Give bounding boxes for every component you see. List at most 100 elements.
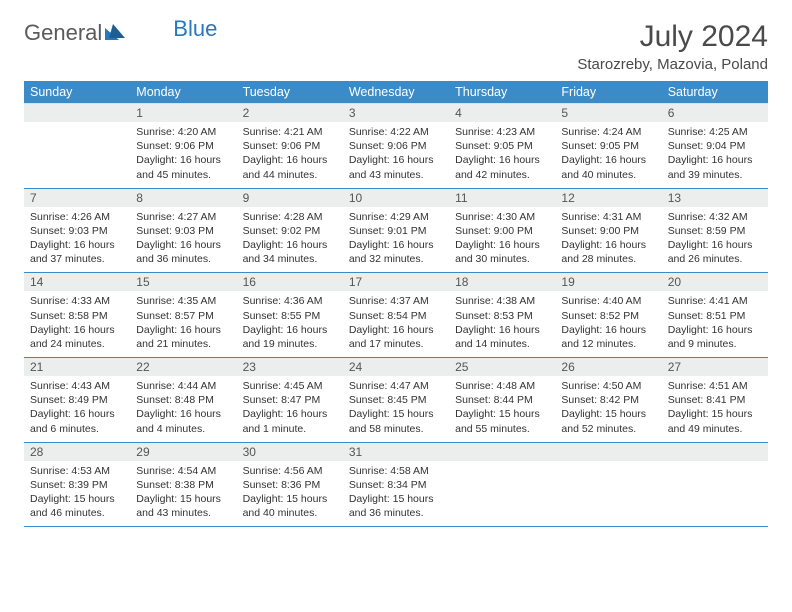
day-info-line: and 42 minutes.	[455, 168, 549, 182]
day-info-line: Sunrise: 4:35 AM	[136, 294, 230, 308]
day-info-line: Sunset: 8:48 PM	[136, 393, 230, 407]
day-body-cell: Sunrise: 4:30 AMSunset: 9:00 PMDaylight:…	[449, 207, 555, 273]
day-number-cell: 2	[237, 104, 343, 123]
day-info-line: Sunset: 8:49 PM	[30, 393, 124, 407]
day-info-line: Sunrise: 4:33 AM	[30, 294, 124, 308]
day-info-line: Sunrise: 4:22 AM	[349, 125, 443, 139]
day-info-line: Sunset: 8:39 PM	[30, 478, 124, 492]
day-body-cell: Sunrise: 4:58 AMSunset: 8:34 PMDaylight:…	[343, 461, 449, 527]
day-info-line: and 12 minutes.	[561, 337, 655, 351]
page-header: General Blue July 2024 Starozreby, Mazov…	[24, 20, 768, 73]
day-body-cell: Sunrise: 4:50 AMSunset: 8:42 PMDaylight:…	[555, 376, 661, 442]
day-info-line: Sunrise: 4:37 AM	[349, 294, 443, 308]
day-body-cell: Sunrise: 4:47 AMSunset: 8:45 PMDaylight:…	[343, 376, 449, 442]
day-number-cell: 21	[24, 358, 130, 377]
day-number-cell: 3	[343, 104, 449, 123]
day-info-line: and 4 minutes.	[136, 422, 230, 436]
logo: General Blue	[24, 20, 217, 46]
day-info-line: Sunset: 8:57 PM	[136, 309, 230, 323]
day-info-line: Daylight: 16 hours	[30, 323, 124, 337]
day-info-line: and 55 minutes.	[455, 422, 549, 436]
day-number-cell: 14	[24, 273, 130, 292]
calendar-page: General Blue July 2024 Starozreby, Mazov…	[0, 0, 792, 547]
day-number-cell: 25	[449, 358, 555, 377]
day-number-cell: 8	[130, 188, 236, 207]
day-number-cell: 7	[24, 188, 130, 207]
day-info-line: Sunset: 8:55 PM	[243, 309, 337, 323]
day-info-line: and 21 minutes.	[136, 337, 230, 351]
day-body-cell: Sunrise: 4:32 AMSunset: 8:59 PMDaylight:…	[662, 207, 768, 273]
day-number-cell	[662, 442, 768, 461]
day-info-line: Daylight: 16 hours	[455, 238, 549, 252]
day-info-line: and 9 minutes.	[668, 337, 762, 351]
day-info-line: Sunset: 8:45 PM	[349, 393, 443, 407]
day-info-line: Sunrise: 4:48 AM	[455, 379, 549, 393]
day-info-line: Sunrise: 4:32 AM	[668, 210, 762, 224]
weekday-wed: Wednesday	[343, 81, 449, 104]
day-info-line: Sunset: 9:05 PM	[561, 139, 655, 153]
day-info-line: Sunset: 9:02 PM	[243, 224, 337, 238]
day-info-line: and 43 minutes.	[349, 168, 443, 182]
day-number-row: 14151617181920	[24, 273, 768, 292]
day-info-line: Sunrise: 4:47 AM	[349, 379, 443, 393]
day-body-cell: Sunrise: 4:33 AMSunset: 8:58 PMDaylight:…	[24, 291, 130, 357]
day-info-line: Sunset: 9:03 PM	[136, 224, 230, 238]
day-info-line: and 34 minutes.	[243, 252, 337, 266]
day-info-line: Daylight: 16 hours	[349, 238, 443, 252]
day-number-cell: 15	[130, 273, 236, 292]
day-info-line: Daylight: 16 hours	[136, 407, 230, 421]
logo-text-2: Blue	[173, 16, 217, 42]
day-number-cell: 5	[555, 104, 661, 123]
day-info-line: and 17 minutes.	[349, 337, 443, 351]
day-number-cell: 29	[130, 442, 236, 461]
weekday-header-row: Sunday Monday Tuesday Wednesday Thursday…	[24, 81, 768, 104]
day-body-cell: Sunrise: 4:25 AMSunset: 9:04 PMDaylight:…	[662, 122, 768, 188]
day-number-cell: 23	[237, 358, 343, 377]
day-info-line: Daylight: 16 hours	[243, 153, 337, 167]
calendar-table: Sunday Monday Tuesday Wednesday Thursday…	[24, 81, 768, 527]
week-separator	[24, 526, 768, 527]
day-number-cell: 28	[24, 442, 130, 461]
title-block: July 2024 Starozreby, Mazovia, Poland	[577, 20, 768, 73]
day-number-cell: 19	[555, 273, 661, 292]
day-body-cell: Sunrise: 4:48 AMSunset: 8:44 PMDaylight:…	[449, 376, 555, 442]
day-number-cell	[449, 442, 555, 461]
day-body-cell: Sunrise: 4:40 AMSunset: 8:52 PMDaylight:…	[555, 291, 661, 357]
day-info-line: and 39 minutes.	[668, 168, 762, 182]
day-number-cell: 16	[237, 273, 343, 292]
day-info-line: Daylight: 15 hours	[668, 407, 762, 421]
day-info-line: Sunrise: 4:51 AM	[668, 379, 762, 393]
day-info-line: Daylight: 16 hours	[668, 238, 762, 252]
day-number-cell	[24, 104, 130, 123]
day-info-line: Sunrise: 4:41 AM	[668, 294, 762, 308]
day-info-line: Sunset: 9:04 PM	[668, 139, 762, 153]
day-info-line: and 24 minutes.	[30, 337, 124, 351]
day-info-line: Daylight: 16 hours	[668, 153, 762, 167]
day-info-line: and 52 minutes.	[561, 422, 655, 436]
day-number-cell: 10	[343, 188, 449, 207]
day-info-line: Sunrise: 4:53 AM	[30, 464, 124, 478]
day-number-cell: 11	[449, 188, 555, 207]
day-info-line: Sunset: 9:00 PM	[561, 224, 655, 238]
day-number-cell	[555, 442, 661, 461]
day-info-line: Sunset: 9:03 PM	[30, 224, 124, 238]
day-info-line: Daylight: 15 hours	[349, 492, 443, 506]
day-info-line: Daylight: 16 hours	[30, 407, 124, 421]
weekday-sat: Saturday	[662, 81, 768, 104]
day-number-cell: 18	[449, 273, 555, 292]
day-info-line: Daylight: 16 hours	[349, 323, 443, 337]
day-body-cell: Sunrise: 4:31 AMSunset: 9:00 PMDaylight:…	[555, 207, 661, 273]
day-info-line: Sunset: 9:06 PM	[243, 139, 337, 153]
day-number-cell: 22	[130, 358, 236, 377]
day-body-cell	[662, 461, 768, 527]
day-info-line: Sunset: 9:06 PM	[349, 139, 443, 153]
day-info-line: Daylight: 15 hours	[30, 492, 124, 506]
day-info-line: Daylight: 16 hours	[561, 153, 655, 167]
day-info-line: Sunrise: 4:25 AM	[668, 125, 762, 139]
day-body-cell: Sunrise: 4:23 AMSunset: 9:05 PMDaylight:…	[449, 122, 555, 188]
day-body-cell: Sunrise: 4:28 AMSunset: 9:02 PMDaylight:…	[237, 207, 343, 273]
day-info-line: Sunrise: 4:44 AM	[136, 379, 230, 393]
day-number-row: 28293031	[24, 442, 768, 461]
day-info-line: Daylight: 16 hours	[243, 323, 337, 337]
day-body-cell: Sunrise: 4:37 AMSunset: 8:54 PMDaylight:…	[343, 291, 449, 357]
